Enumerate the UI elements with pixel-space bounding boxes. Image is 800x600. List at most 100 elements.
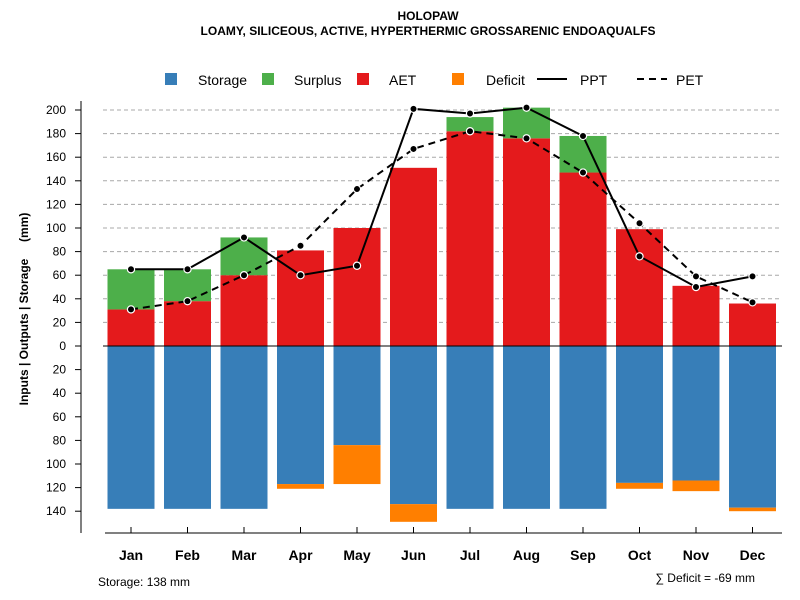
x-tick-label-mar: Mar <box>232 547 257 563</box>
y-tick-label: 160 <box>46 150 66 164</box>
pet-point-jun <box>409 144 418 154</box>
storage-bar-jun <box>390 346 437 505</box>
surplus-bar-feb <box>164 269 211 302</box>
ppt-point-oct <box>635 252 644 261</box>
legend-swatch-deficit <box>452 73 464 85</box>
pet-point-jul <box>465 127 475 136</box>
legend-swatch-surplus <box>262 73 274 85</box>
y-tick-label: 140 <box>46 504 66 518</box>
x-tick-label-may: May <box>343 547 370 563</box>
y-tick-label: 100 <box>46 221 66 235</box>
storage-bar-dec <box>729 346 776 508</box>
storage-bar-apr <box>277 346 324 485</box>
legend-swatch-aet <box>357 73 369 85</box>
surplus-bar-sep <box>559 135 607 173</box>
x-tick-label-apr: Apr <box>288 547 313 563</box>
y-tick-label: 80 <box>53 245 67 259</box>
pet-point-aug <box>522 134 531 143</box>
ppt-point-jun <box>409 104 418 114</box>
ppt-point-feb <box>183 265 192 274</box>
y-tick-label: 180 <box>46 127 66 141</box>
bars <box>103 107 782 522</box>
x-tick-label-dec: Dec <box>740 547 766 563</box>
ppt-point-jul <box>465 109 475 118</box>
aet-bar-nov <box>672 285 720 346</box>
aet-bar-apr <box>277 250 324 346</box>
surplus-bar-jan <box>107 269 155 310</box>
ppt-point-may <box>352 261 362 270</box>
aet-bar-aug <box>503 138 550 346</box>
y-tick-label: 20 <box>53 315 67 329</box>
x-tick-label-feb: Feb <box>175 547 200 563</box>
storage-bar-aug <box>503 346 550 509</box>
x-tick-label-jul: Jul <box>460 547 480 563</box>
storage-bar-nov <box>672 346 720 481</box>
aet-bar-jul <box>446 131 494 346</box>
ppt-point-nov <box>691 282 701 292</box>
y-tick-label: 120 <box>46 481 66 495</box>
x-tick-label-nov: Nov <box>683 547 710 563</box>
ppt-point-mar <box>239 233 249 242</box>
storage-bar-jul <box>446 346 494 509</box>
aet-bar-feb <box>164 301 211 346</box>
aet-bar-mar <box>220 275 268 346</box>
ppt-point-dec <box>748 272 757 281</box>
aet-bar-may <box>333 228 381 346</box>
storage-bar-jan <box>107 346 155 509</box>
pet-point-dec <box>748 298 757 307</box>
ppt-point-apr <box>296 271 305 280</box>
x-tick-label-jan: Jan <box>119 547 143 563</box>
aet-bar-jan <box>107 309 155 346</box>
deficit-bar-apr <box>277 484 324 489</box>
storage-note: Storage: 138 mm <box>98 575 190 589</box>
pet-point-nov <box>691 272 701 281</box>
deficit-bar-may <box>333 445 381 485</box>
aet-bar-dec <box>729 303 776 346</box>
surplus-bar-mar <box>220 237 268 276</box>
pet-point-may <box>352 184 362 194</box>
legend-label-surplus: Surplus <box>294 72 341 88</box>
surplus-bar-jul <box>446 117 494 132</box>
x-tick-label-oct: Oct <box>628 547 652 563</box>
pet-point-oct <box>635 219 644 228</box>
pet-point-jan <box>126 305 136 314</box>
pet-point-mar <box>239 271 249 280</box>
y-tick-label: 100 <box>46 457 66 471</box>
pet-point-feb <box>183 296 192 306</box>
chart-title: HOLOPAW <box>397 9 459 23</box>
y-tick-label: 140 <box>46 174 66 188</box>
deficit-bar-nov <box>672 480 720 492</box>
ppt-point-aug <box>522 103 531 112</box>
x-tick-label-sep: Sep <box>570 547 596 563</box>
y-tick-label: 60 <box>53 268 67 282</box>
y-tick-label: 40 <box>53 292 67 306</box>
deficit-bar-dec <box>729 507 776 512</box>
legend-label-ppt: PPT <box>580 72 608 88</box>
deficit-bar-oct <box>616 482 663 489</box>
deficit-bar-jun <box>390 504 437 522</box>
y-tick-label: 60 <box>53 410 67 424</box>
pet-line <box>130 130 753 311</box>
x-tick-label-jun: Jun <box>401 547 426 563</box>
legend-label-deficit: Deficit <box>486 72 525 88</box>
storage-bar-sep <box>559 346 607 509</box>
legend-swatch-storage <box>165 73 177 85</box>
ppt-point-jan <box>126 265 136 274</box>
lines <box>126 103 757 314</box>
ppt-point-sep <box>578 131 588 141</box>
y-axis-label: Inputs | Outputs | Storage (mm) <box>17 213 31 406</box>
x-tick-label-aug: Aug <box>513 547 540 563</box>
legend: Storage Surplus AET Deficit PPT PET <box>165 72 704 88</box>
y-tick-label: 40 <box>53 386 67 400</box>
y-tick-label: 20 <box>53 363 67 377</box>
deficit-note: ∑ Deficit = -69 mm <box>655 571 755 585</box>
y-tick-label: 0 <box>59 339 66 353</box>
storage-bar-mar <box>220 346 268 509</box>
gridlines <box>103 109 782 323</box>
storage-bar-feb <box>164 346 211 509</box>
storage-bar-may <box>333 346 381 446</box>
aet-bar-jun <box>390 167 437 346</box>
y-tick-label: 80 <box>53 433 67 447</box>
axes: 0 20 40 60 80 100 120 140 160 180 200 20 40 60 80 100 12… <box>46 101 782 563</box>
aet-bar-sep <box>559 172 607 346</box>
